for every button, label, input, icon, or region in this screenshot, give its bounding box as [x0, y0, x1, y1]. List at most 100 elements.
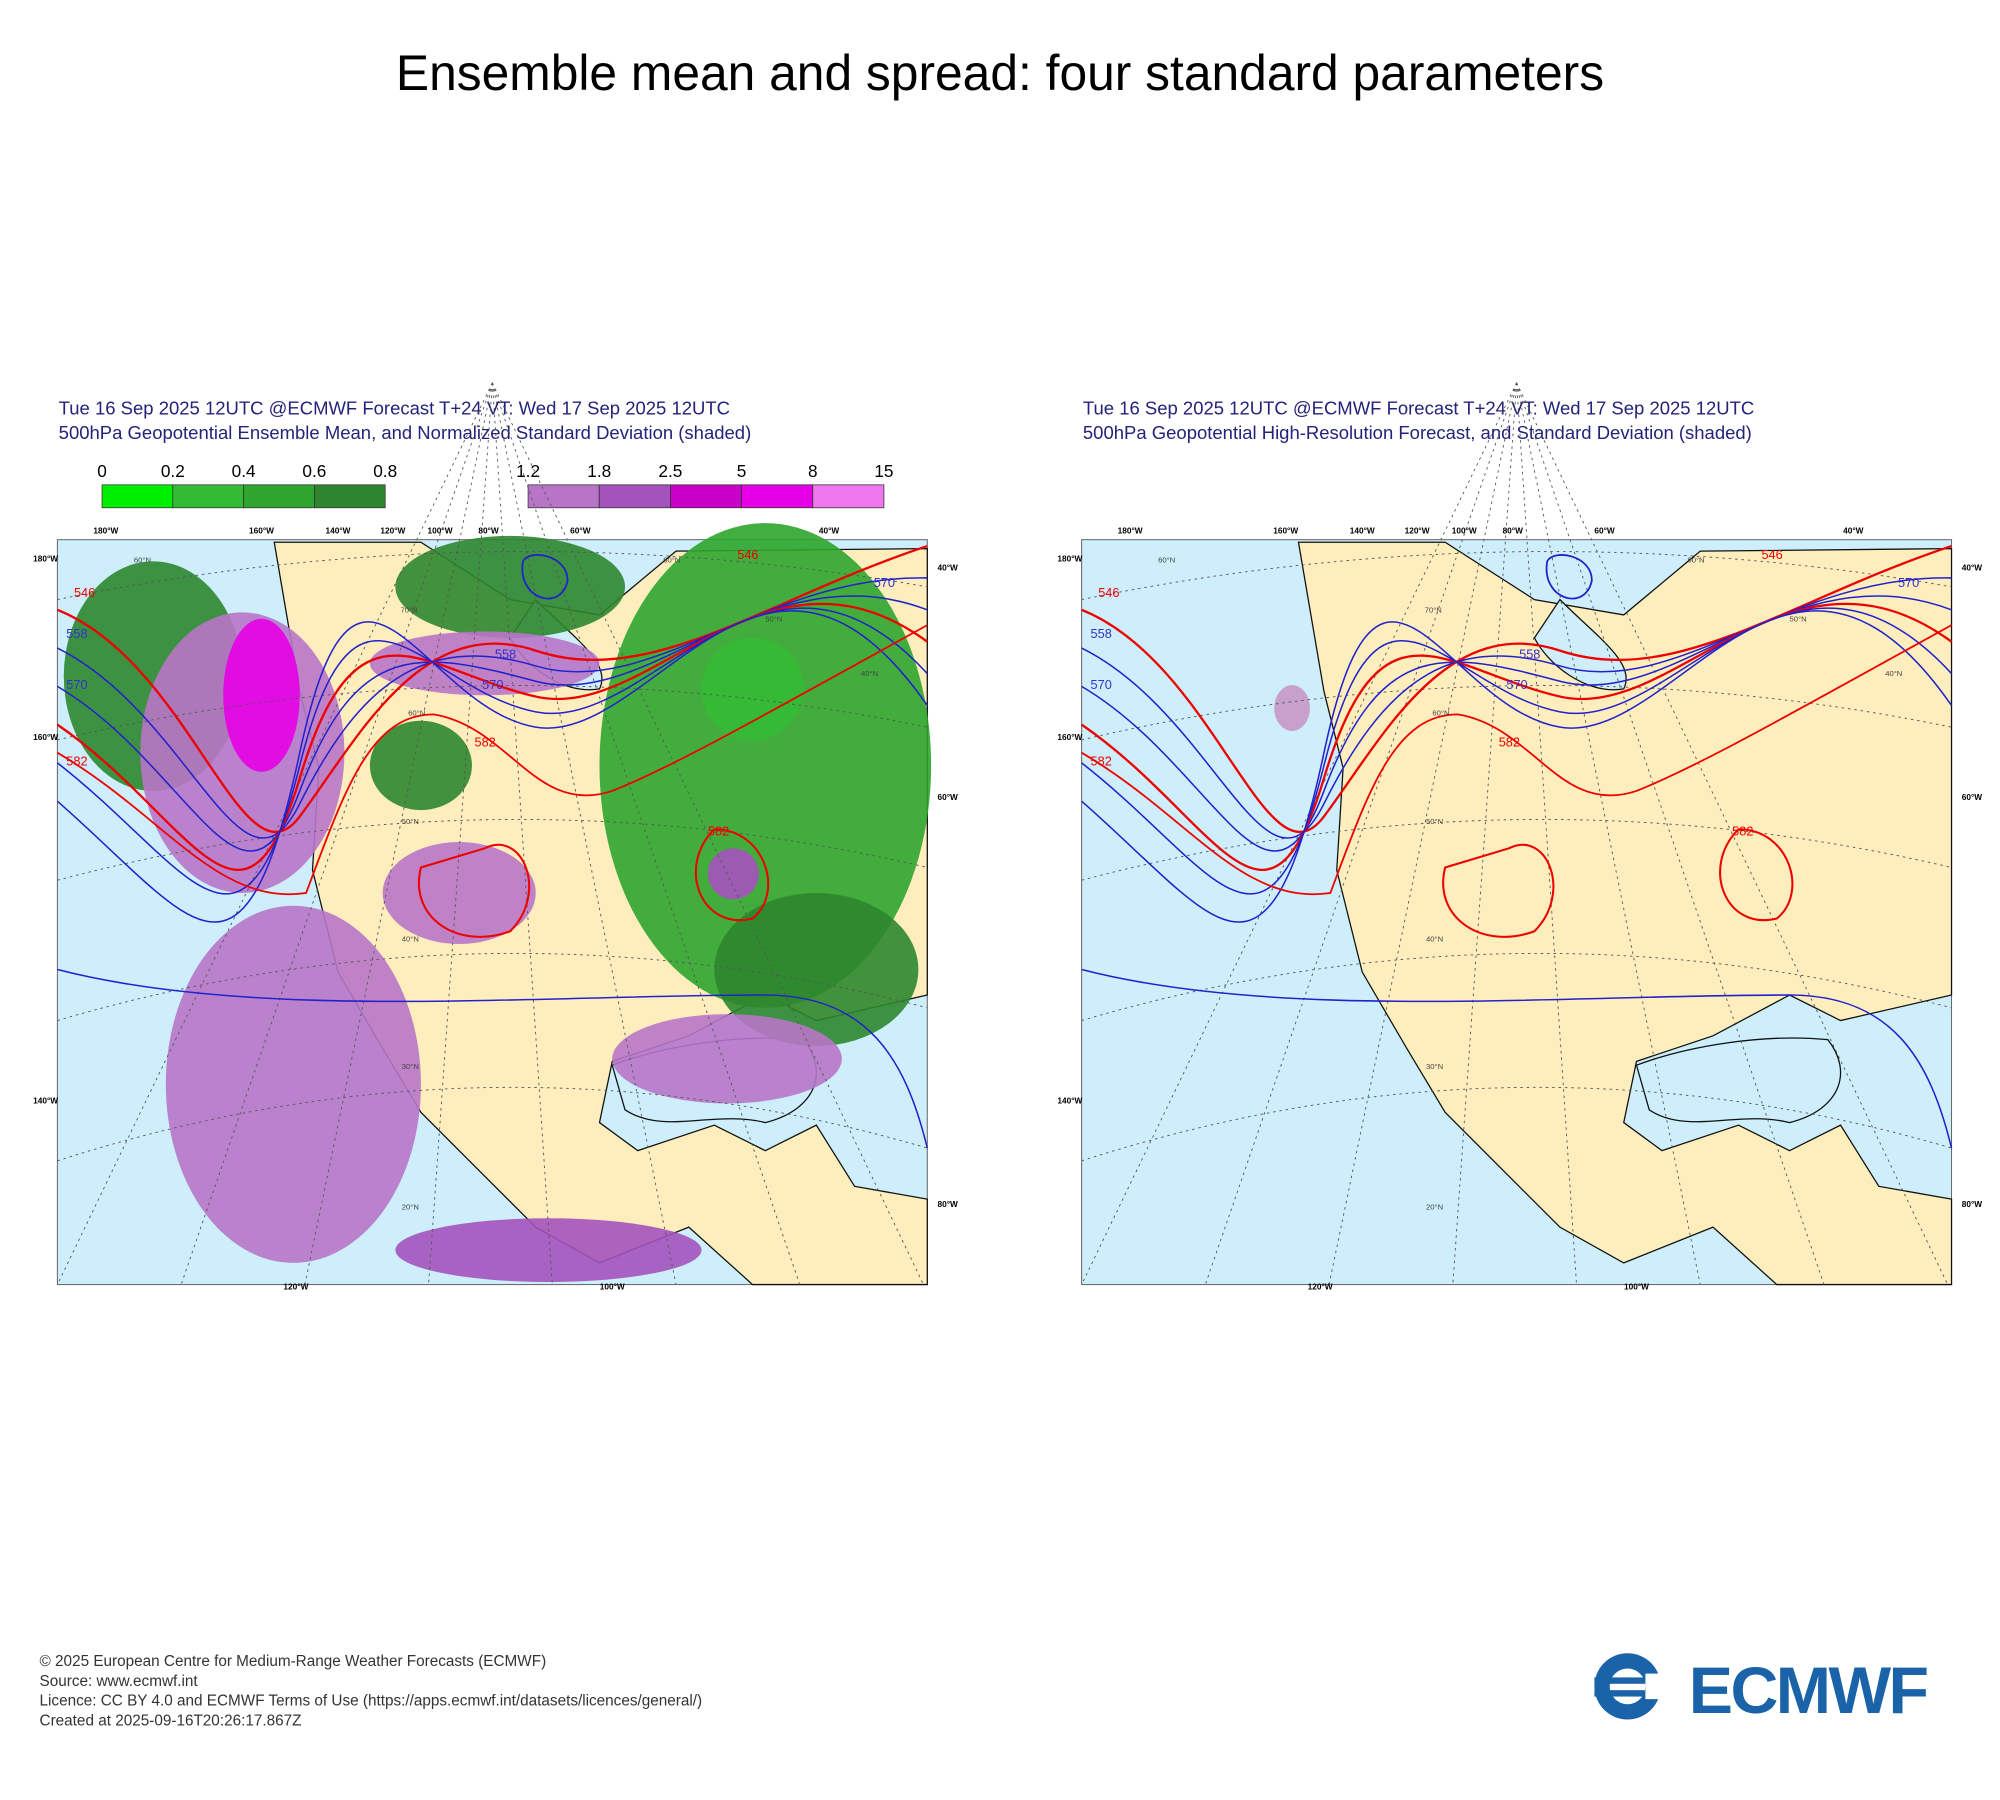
- colorbar-segment: [598, 484, 671, 509]
- footer-line: © 2025 European Centre for Medium-Range …: [40, 1653, 547, 1670]
- colorbar-label: 8: [808, 461, 818, 481]
- graticule: [428, 382, 493, 1285]
- lon-label: 180°W: [33, 553, 58, 563]
- contour-label: 546: [1761, 547, 1782, 562]
- panel-header: 500hPa Geopotential Ensemble Mean, and N…: [59, 422, 752, 443]
- lon-label: 40°W: [1962, 562, 1983, 572]
- shaded-area: [612, 1014, 842, 1104]
- contour-label: 570: [66, 677, 87, 692]
- colorbar-segment: [812, 484, 885, 509]
- colorbar-segment: [527, 484, 600, 509]
- contour-label: 546: [1098, 585, 1119, 600]
- lat-label: 50°N: [1426, 817, 1443, 826]
- lat-label: 50°N: [765, 614, 782, 623]
- lon-label: 160°W: [33, 732, 58, 742]
- contour-label: 570: [482, 677, 503, 692]
- logo: ECMWF: [1594, 1653, 1930, 1728]
- lon-label: 120°W: [283, 1282, 308, 1292]
- lon-label: 60°W: [938, 792, 959, 802]
- colorbar-label: 0.4: [232, 461, 256, 481]
- graticule: [1081, 382, 1517, 1285]
- lat-label: 20°N: [1426, 1202, 1443, 1211]
- graticule: [57, 819, 928, 881]
- footer-line: Source: www.ecmwf.int: [40, 1673, 199, 1690]
- graticule: [491, 382, 553, 1285]
- lat-label: 20°N: [402, 1202, 419, 1211]
- contour-line: [1719, 828, 1794, 922]
- contour-label: 546: [737, 547, 758, 562]
- colorbar-segment: [670, 484, 742, 509]
- contour-label: 582: [66, 753, 87, 768]
- graticule: [1516, 382, 1701, 1285]
- lon-label: 40°W: [819, 525, 840, 535]
- lon-label: 100°W: [1624, 1282, 1649, 1292]
- lon-label: 60°W: [1594, 525, 1615, 535]
- lon-label: 120°W: [1405, 525, 1430, 535]
- contour-line: [418, 843, 530, 938]
- shaded-area: [369, 720, 472, 811]
- graticule: [57, 1086, 928, 1162]
- lat-label: 60°N: [408, 709, 425, 718]
- map-panel: Tue 16 Sep 2025 12UTC @ECMWF Forecast T+…: [33, 382, 959, 1292]
- graticule: [304, 382, 493, 1285]
- lat-label: 70°N: [1425, 605, 1442, 614]
- colorbar-label: 1.8: [587, 461, 611, 481]
- graticule: [1328, 382, 1518, 1285]
- colorbar-segment: [741, 484, 814, 509]
- colorbar-label: 0: [97, 461, 107, 481]
- lat-label: 40°N: [1885, 669, 1902, 678]
- graticule: [1081, 1086, 1952, 1162]
- shaded-area: [707, 848, 759, 900]
- lon-label: 180°W: [1118, 525, 1143, 535]
- contour-line: [56, 610, 928, 923]
- page-title: Ensemble mean and spread: four standard …: [396, 45, 1604, 101]
- lon-label: 40°W: [1843, 525, 1864, 535]
- lat-label: 70°N: [401, 605, 418, 614]
- contour-label: 570: [874, 575, 895, 590]
- contour-label: 582: [708, 824, 729, 839]
- colorbar-segment: [314, 484, 386, 509]
- lon-label: 100°W: [428, 525, 453, 535]
- hudson-bay: [1533, 598, 1627, 691]
- colorbar-label: 0.2: [161, 461, 185, 481]
- lon-label: 60°W: [570, 525, 591, 535]
- graticule: [57, 551, 928, 601]
- lat-label: 50°N: [402, 817, 419, 826]
- panel-header: 500hPa Geopotential High-Resolution Fore…: [1083, 422, 1752, 443]
- lon-label: 160°W: [249, 525, 274, 535]
- colorbar-label: 15: [874, 461, 893, 481]
- contour-line: [56, 624, 928, 896]
- contour-line: [1081, 610, 1953, 923]
- graticule: [491, 382, 677, 1285]
- lon-label: 80°W: [1503, 525, 1524, 535]
- shaded-area: [369, 631, 600, 696]
- graticule: [1516, 382, 1577, 1285]
- lat-label: 40°N: [861, 669, 878, 678]
- contour-label: 558: [1519, 646, 1540, 661]
- contour-label: 570: [1091, 677, 1112, 692]
- lon-label: 120°W: [1308, 1282, 1333, 1292]
- colorbar-label: 2.5: [658, 461, 682, 481]
- lat-label: 60°N: [1158, 556, 1175, 565]
- lon-label: 80°W: [1962, 1199, 1983, 1209]
- contour-line: [521, 554, 569, 600]
- contour-label: 582: [1732, 824, 1753, 839]
- lat-label: 60°N: [134, 556, 151, 565]
- contour-line: [1081, 624, 1952, 896]
- contour-label: 558: [1091, 626, 1112, 641]
- lon-label: 180°W: [1057, 553, 1082, 563]
- graticule: [1452, 382, 1518, 1285]
- graticule: [1081, 551, 1952, 601]
- lon-label: 40°W: [938, 562, 959, 572]
- contour-label: 558: [495, 646, 516, 661]
- lon-label: 160°W: [1273, 525, 1298, 535]
- contour-label: 558: [66, 626, 87, 641]
- lon-label: 120°W: [380, 525, 405, 535]
- shaded-area: [1274, 685, 1310, 731]
- contour-label: 570: [1898, 575, 1919, 590]
- lat-label: 40°N: [1426, 934, 1443, 943]
- lon-label: 140°W: [33, 1095, 58, 1105]
- contour-label: 582: [1091, 753, 1112, 768]
- lon-label: 80°W: [478, 525, 499, 535]
- lon-label: 140°W: [1057, 1095, 1082, 1105]
